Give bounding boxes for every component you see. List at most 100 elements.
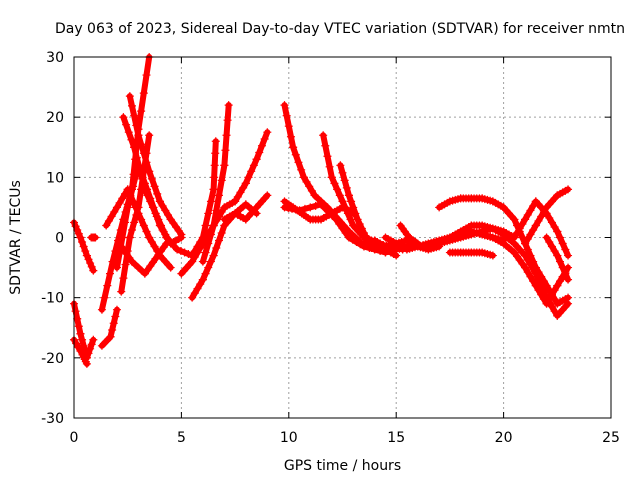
x-tick-label: 15 [387, 430, 405, 446]
data-point-marker [244, 173, 253, 182]
data-point-marker [252, 209, 261, 218]
x-tick-label: 5 [177, 430, 186, 446]
data-point-marker [288, 204, 297, 213]
data-point-marker [210, 161, 219, 170]
data-point-marker [102, 221, 111, 230]
data-point-marker [103, 281, 112, 290]
data-point-marker [564, 185, 573, 194]
data-point-marker [84, 255, 93, 264]
data-point-marker [105, 269, 114, 278]
data-point-marker [198, 233, 207, 242]
data-point-marker [317, 200, 326, 209]
data-point-marker [108, 326, 117, 335]
x-tick-label: 20 [495, 430, 513, 446]
data-point-marker [302, 177, 311, 186]
data-point-marker [142, 158, 151, 167]
data-point-marker [311, 201, 320, 210]
data-point-marker [142, 227, 151, 236]
data-point-marker [130, 143, 139, 152]
data-point-marker [166, 263, 175, 272]
data-point-marker [119, 274, 128, 283]
data-point-marker [110, 207, 119, 216]
data-point-marker [135, 164, 144, 173]
data-point-marker [531, 221, 540, 230]
data-point-marker [327, 173, 336, 182]
data-point-marker [338, 197, 347, 206]
series-arc-17 [220, 200, 261, 224]
data-point-marker [510, 233, 519, 242]
data-point-marker [155, 197, 164, 206]
data-point-marker [338, 168, 347, 177]
data-point-marker [249, 161, 258, 170]
data-point-marker [547, 302, 556, 311]
data-point-marker [129, 197, 138, 206]
data-point-marker [531, 281, 540, 290]
data-point-marker [163, 210, 172, 219]
data-point-marker [158, 201, 167, 210]
data-point-marker [321, 141, 330, 150]
data-point-marker [263, 191, 272, 200]
data-point-marker [118, 233, 127, 242]
data-point-marker [140, 185, 149, 194]
data-point-marker [529, 225, 538, 234]
data-point-marker [214, 236, 223, 245]
data-point-marker [206, 230, 215, 239]
data-point-marker [86, 259, 95, 268]
data-point-marker [78, 238, 87, 247]
data-point-marker [76, 233, 85, 242]
data-point-marker [127, 135, 136, 144]
series-arc-10 [125, 92, 186, 239]
data-point-marker [156, 221, 165, 230]
data-point-marker [100, 293, 109, 302]
data-point-marker [343, 209, 352, 218]
data-point-marker [542, 233, 551, 242]
data-point-marker [529, 201, 538, 210]
data-point-marker [330, 179, 339, 188]
data-point-marker [355, 219, 364, 228]
data-point-marker [79, 341, 88, 350]
data-point-marker [206, 197, 215, 206]
data-point-marker [537, 290, 546, 299]
data-point-marker [294, 158, 303, 167]
data-point-marker [518, 233, 527, 242]
data-point-marker [299, 173, 308, 182]
data-point-marker [534, 275, 543, 284]
data-point-marker [550, 307, 559, 316]
y-tick-label: 30 [46, 50, 64, 66]
data-point-marker [87, 262, 96, 271]
series-arc-16 [198, 101, 233, 266]
series-arc-29 [445, 248, 497, 260]
data-point-marker [201, 248, 210, 257]
data-point-marker [123, 203, 132, 212]
data-point-marker [347, 197, 356, 206]
data-point-marker [190, 247, 199, 256]
data-point-marker [282, 111, 291, 120]
data-point-marker [206, 257, 215, 266]
series-arc-33 [542, 233, 573, 284]
data-point-marker [545, 238, 554, 247]
data-point-marker [145, 233, 154, 242]
data-point-marker [196, 238, 205, 247]
data-point-marker [97, 305, 106, 314]
data-point-marker [124, 128, 133, 137]
data-point-marker [126, 191, 135, 200]
data-point-marker [300, 204, 309, 213]
data-point-marker [324, 207, 333, 216]
data-point-marker [209, 251, 218, 260]
series-arc-9 [119, 113, 197, 260]
data-point-marker [340, 176, 349, 185]
data-point-marker [359, 228, 368, 237]
data-point-marker [193, 242, 202, 251]
plot-frame [73, 56, 612, 419]
data-point-marker [534, 286, 543, 295]
data-point-marker [107, 212, 116, 221]
data-point-marker [295, 206, 304, 215]
data-point-marker [78, 335, 87, 344]
data-point-marker [284, 204, 293, 213]
data-point-marker [145, 167, 154, 176]
x-tick-label: 0 [70, 430, 79, 446]
data-point-marker [223, 116, 232, 125]
data-point-marker [81, 247, 90, 256]
data-point-marker [82, 251, 91, 260]
data-point-marker [521, 251, 530, 260]
